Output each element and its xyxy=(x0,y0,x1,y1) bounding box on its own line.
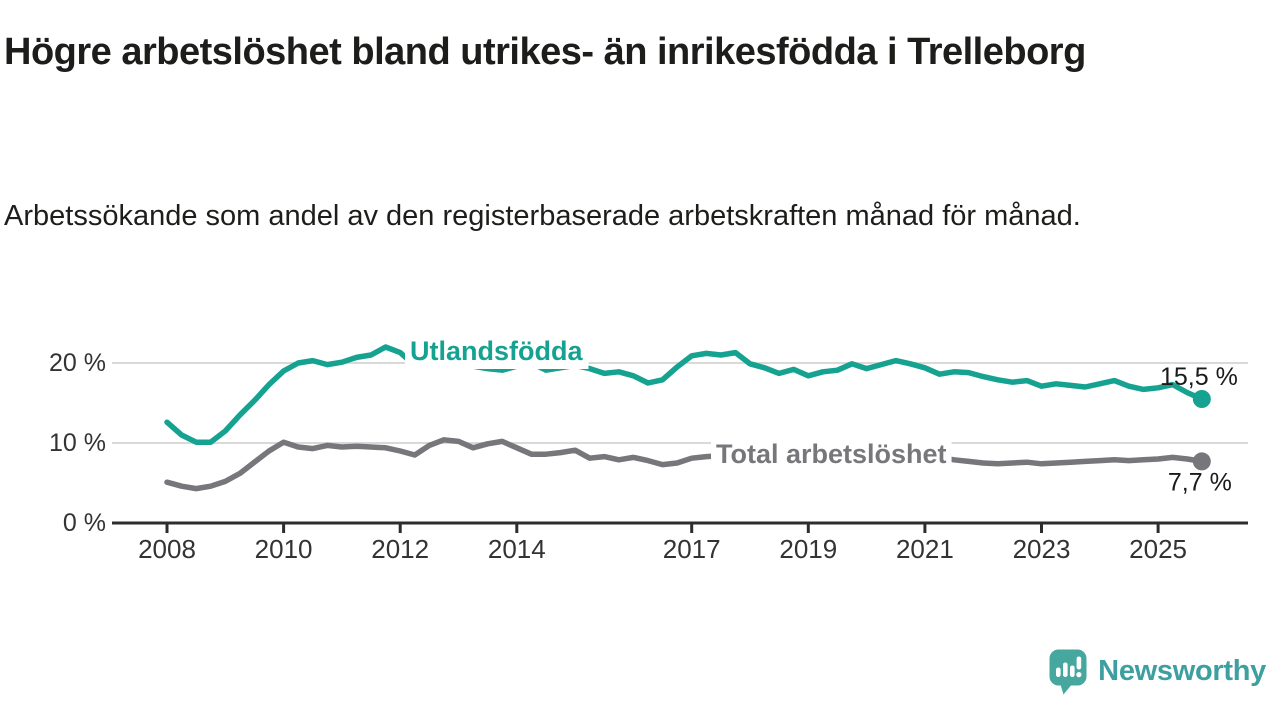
x-tick-label-2008: 2008 xyxy=(138,534,196,564)
series-line-1 xyxy=(164,437,1205,492)
logo-exclamation-bar xyxy=(1076,656,1082,670)
y-tick-label-0: 0 % xyxy=(63,509,106,537)
series-label-halo-0 xyxy=(405,333,589,369)
series-end-dot-1 xyxy=(1192,452,1211,471)
x-tick-label-2017: 2017 xyxy=(663,534,721,564)
series-line-0 xyxy=(164,344,1205,445)
newsworthy-icon xyxy=(1049,649,1087,695)
line-chart: 2008 2010 2012 2014 2017 2019 2021 2023 2025 0 % 1… xyxy=(49,333,1248,564)
series-end-value-1: 7,7 % xyxy=(1168,468,1232,496)
x-tick-label-2021: 2021 xyxy=(896,534,954,564)
y-tick-label-10: 10 % xyxy=(49,429,106,457)
x-tick-label-2019: 2019 xyxy=(779,534,837,564)
brand-name: Newsworthy xyxy=(1098,655,1266,687)
x-tick-label-2012: 2012 xyxy=(371,534,429,564)
x-tick-label-2010: 2010 xyxy=(255,534,313,564)
series-end-dot-0 xyxy=(1192,390,1211,408)
logo-bar-1 xyxy=(1056,667,1061,677)
x-tick-label-2014: 2014 xyxy=(488,534,546,564)
x-tick-label-2023: 2023 xyxy=(1013,534,1071,564)
logo-exclamation-dot xyxy=(1076,672,1082,678)
logo-bar-3 xyxy=(1070,665,1075,677)
chart-subtitle: Arbetssökande som andel av den registerb… xyxy=(4,200,1081,232)
series-label-halo-1 xyxy=(711,436,952,472)
series-end-value-0: 15,5 % xyxy=(1160,363,1238,391)
x-tick-label-2025: 2025 xyxy=(1129,534,1187,564)
series-label-1: Total arbetslöshet xyxy=(716,439,947,469)
page-title: Högre arbetslöshet bland utrikes- än inr… xyxy=(4,31,1086,73)
logo-bar-2 xyxy=(1063,662,1068,677)
y-tick-label-20: 20 % xyxy=(49,349,106,377)
series-label-0: Utlandsfödda xyxy=(410,336,583,366)
newsworthy-logo[interactable]: Newsworthy xyxy=(1048,648,1266,695)
logo-bubble-tail xyxy=(1060,683,1074,695)
